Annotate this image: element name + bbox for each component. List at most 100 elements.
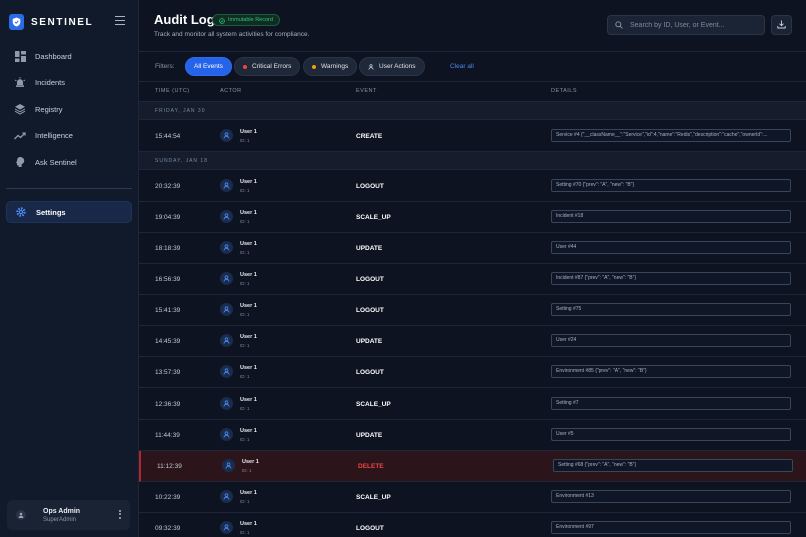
clear-all-link[interactable]: Clear all (450, 63, 474, 70)
actor-name[interactable]: User 1 (242, 459, 259, 465)
cell-time: 12:36:39 (155, 401, 181, 408)
details-field[interactable]: Environment #97 (551, 521, 791, 534)
event-type: LOGOUT (356, 525, 384, 532)
sidebar-item-incidents[interactable]: Incidents (6, 72, 132, 94)
filters-label: Filters: (155, 63, 175, 70)
date-group-header: FRIDAY, JAN 30 (139, 102, 806, 120)
actor-name[interactable]: User 1 (240, 179, 257, 185)
details-field[interactable]: Environment #85 {"prev": "A", "new": "B"… (551, 365, 791, 378)
actor-id: ID: 1 (240, 437, 250, 442)
divider (6, 188, 132, 189)
table-row[interactable]: 11:44:39 User 1 ID: 1 UPDATE User #5 (139, 420, 806, 451)
user-icon (220, 490, 233, 503)
actor-id: ID: 1 (240, 138, 250, 143)
actor-name[interactable]: User 1 (240, 272, 257, 278)
sidebar-item-settings[interactable]: Settings (6, 201, 132, 223)
user-card[interactable]: Ops Admin SuperAdmin (7, 500, 130, 530)
filter-chip-all-events[interactable]: All Events (185, 57, 232, 76)
cell-time: 13:57:39 (155, 369, 181, 376)
details-field[interactable]: Incident #87 {"prev": "A", "new": "B"} (551, 272, 791, 285)
table-row[interactable]: 15:44:54 User 1 ID: 1 CREATE Service #4 {"__… (139, 121, 806, 152)
table-row[interactable]: 10:22:39 User 1 ID: 1 SCALE_UP Environment #… (139, 482, 806, 513)
download-button[interactable] (771, 15, 792, 35)
event-type: SCALE_UP (356, 401, 391, 408)
column-header-event[interactable]: EVENT (356, 88, 377, 94)
search-icon (615, 16, 623, 34)
table-row[interactable]: 18:18:39 User 1 ID: 1 UPDATE User #44 (139, 233, 806, 264)
cell-time: 15:41:39 (155, 307, 181, 314)
alarm-bell-icon (14, 76, 26, 89)
chip-label: All Events (194, 63, 223, 70)
column-header-details[interactable]: DETAILS (551, 88, 578, 94)
actor-name[interactable]: User 1 (240, 490, 257, 496)
details-field[interactable]: Environment #13 (551, 490, 791, 503)
actor-id: ID: 1 (242, 468, 252, 473)
dashboard-icon (14, 50, 26, 62)
actor-name[interactable]: User 1 (240, 129, 257, 135)
actor-name[interactable]: User 1 (240, 303, 257, 309)
filter-chip-warnings[interactable]: Warnings (303, 57, 358, 76)
brand[interactable]: SENTINEL (9, 13, 93, 31)
details-field[interactable]: User #5 (551, 428, 791, 441)
user-icon (368, 63, 374, 70)
actor-id: ID: 1 (240, 250, 250, 255)
table-row[interactable]: 20:32:39 User 1 ID: 1 LOGOUT Setting #70 {"p… (139, 171, 806, 202)
sidebar-item-label: Incidents (35, 78, 66, 88)
actor-name[interactable]: User 1 (240, 334, 257, 340)
details-field[interactable]: Incident #18 (551, 210, 791, 223)
sidebar-item-intelligence[interactable]: Intelligence (6, 125, 132, 147)
sidebar-item-label: Dashboard (35, 51, 72, 61)
sidebar-item-label: Intelligence (35, 131, 73, 141)
actor-name[interactable]: User 1 (240, 428, 257, 434)
user-icon (220, 365, 233, 378)
table-row[interactable]: 19:04:39 User 1 ID: 1 SCALE_UP Incident #18 (139, 202, 806, 233)
search-box[interactable] (607, 15, 765, 35)
sidebar-item-ask-sentinel[interactable]: Ask Sentinel (6, 151, 132, 173)
download-icon (777, 16, 786, 34)
user-icon (222, 459, 235, 472)
table-row[interactable]: 15:41:39 User 1 ID: 1 LOGOUT Setting #75 (139, 295, 806, 326)
details-field[interactable]: Setting #68 {"prev": "A", "new": "B"} (553, 459, 793, 472)
details-field[interactable]: Setting #7 (551, 397, 791, 410)
table-row[interactable]: 16:56:39 User 1 ID: 1 LOGOUT Incident #87 {"… (139, 264, 806, 295)
details-field[interactable]: User #44 (551, 241, 791, 254)
filter-chip-critical-errors[interactable]: Critical Errors (234, 57, 301, 76)
search-input[interactable] (630, 21, 755, 29)
actor-name[interactable]: User 1 (240, 397, 257, 403)
cell-time: 14:45:39 (155, 338, 181, 345)
hamburger-menu-icon[interactable] (115, 16, 125, 25)
details-field[interactable]: Setting #70 {"prev": "A", "new": "B"} (551, 179, 791, 192)
details-field[interactable]: Service #4 {"__className__":"Service","i… (551, 129, 791, 142)
filter-chip-user-actions[interactable]: User Actions (359, 57, 425, 76)
column-header-actor[interactable]: ACTOR (220, 88, 242, 94)
table-row[interactable]: 14:45:39 User 1 ID: 1 UPDATE User #24 (139, 326, 806, 357)
trend-chart-icon (14, 130, 26, 142)
table-row[interactable]: 12:36:39 User 1 ID: 1 SCALE_UP Setting #7 (139, 389, 806, 420)
details-field[interactable]: Setting #75 (551, 303, 791, 316)
column-header-time[interactable]: TIME (UTC) (155, 88, 190, 94)
sidebar-item-dashboard[interactable]: Dashboard (6, 45, 132, 67)
more-options-icon[interactable] (119, 510, 122, 520)
cell-time: 15:44:54 (155, 133, 181, 140)
actor-name[interactable]: User 1 (240, 365, 257, 371)
cell-time: 10:22:39 (155, 494, 181, 501)
table-row[interactable]: 13:57:39 User 1 ID: 1 LOGOUT Environment #85… (139, 357, 806, 388)
user-icon (220, 241, 233, 254)
user-avatar-icon (16, 510, 26, 520)
event-type: CREATE (356, 133, 383, 140)
actor-name[interactable]: User 1 (240, 521, 257, 527)
user-icon (220, 210, 233, 223)
cell-time: 20:32:39 (155, 183, 181, 190)
details-field[interactable]: User #24 (551, 334, 791, 347)
gear-icon (15, 206, 27, 218)
sidebar-item-registry[interactable]: Registry (6, 98, 132, 120)
sidebar-item-label: Registry (35, 104, 63, 114)
user-icon (220, 129, 233, 142)
amber-dot-icon (312, 64, 316, 69)
user-icon (220, 397, 233, 410)
table-row[interactable]: 11:12:39 User 1 ID: 1 DELETE Setting #68 {"p… (139, 451, 806, 482)
actor-name[interactable]: User 1 (240, 241, 257, 247)
page-subtitle: Track and monitor all system activities … (154, 31, 310, 38)
table-row[interactable]: 09:32:39 User 1 ID: 1 LOGOUT Environment #97 (139, 513, 806, 537)
actor-name[interactable]: User 1 (240, 210, 257, 216)
